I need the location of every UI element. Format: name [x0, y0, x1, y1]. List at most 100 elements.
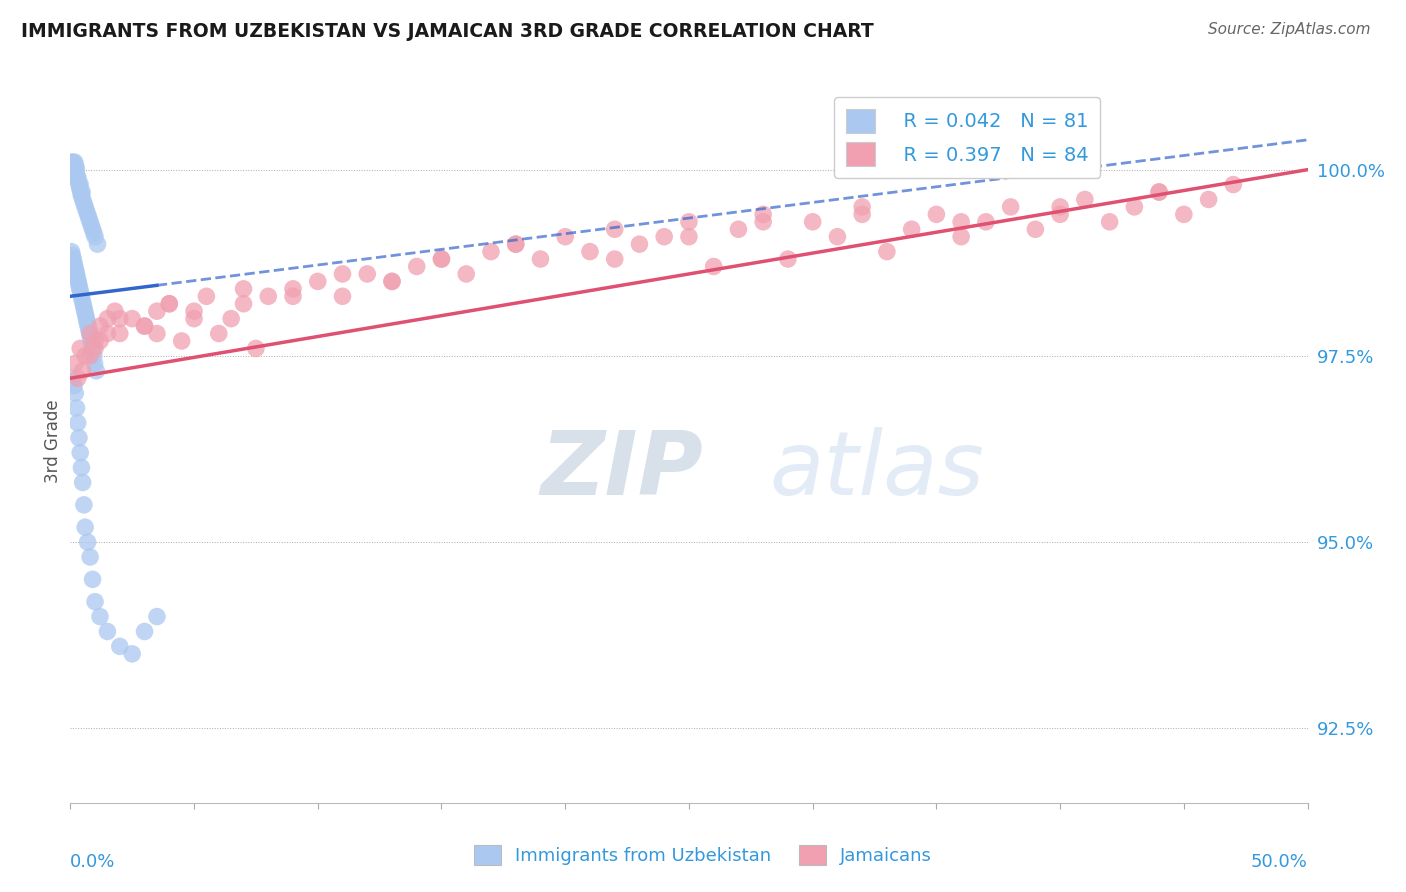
- Point: [75, 203, 97, 218]
- Point: [75, 349, 97, 363]
- Point: [60, 162, 83, 177]
- Point: [60, 155, 83, 169]
- Point: [84, 364, 107, 378]
- Point: [67, 274, 90, 288]
- Point: [83, 226, 105, 240]
- Point: [79, 330, 101, 344]
- Point: [183, 304, 205, 318]
- Point: [1123, 200, 1146, 214]
- Point: [851, 200, 873, 214]
- Point: [134, 319, 156, 334]
- Point: [245, 342, 267, 356]
- Point: [579, 244, 602, 259]
- Point: [75, 311, 97, 326]
- Point: [1074, 193, 1097, 207]
- Point: [678, 229, 700, 244]
- Point: [96, 624, 118, 639]
- Point: [89, 609, 111, 624]
- Point: [851, 207, 873, 221]
- Point: [356, 267, 378, 281]
- Point: [67, 174, 90, 188]
- Point: [65, 267, 87, 281]
- Point: [66, 170, 89, 185]
- Point: [332, 267, 354, 281]
- Point: [63, 378, 86, 392]
- Point: [1000, 200, 1022, 214]
- Point: [104, 304, 127, 318]
- Point: [950, 215, 973, 229]
- Y-axis label: 3rd Grade: 3rd Grade: [44, 400, 62, 483]
- Point: [603, 252, 626, 266]
- Text: IMMIGRANTS FROM UZBEKISTAN VS JAMAICAN 3RD GRADE CORRELATION CHART: IMMIGRANTS FROM UZBEKISTAN VS JAMAICAN 3…: [21, 22, 875, 41]
- Point: [108, 326, 131, 341]
- Point: [65, 263, 87, 277]
- Point: [405, 260, 427, 274]
- Point: [75, 308, 97, 322]
- Point: [752, 207, 775, 221]
- Point: [1147, 185, 1170, 199]
- Point: [76, 535, 98, 549]
- Point: [79, 326, 101, 341]
- Point: [76, 207, 98, 221]
- Point: [1024, 222, 1046, 236]
- Point: [63, 260, 86, 274]
- Point: [628, 237, 651, 252]
- Point: [75, 520, 97, 534]
- Point: [66, 416, 89, 430]
- Point: [1222, 178, 1244, 192]
- Point: [430, 252, 453, 266]
- Point: [65, 386, 87, 401]
- Point: [505, 237, 527, 252]
- Point: [67, 178, 90, 192]
- Point: [479, 244, 502, 259]
- Point: [727, 222, 749, 236]
- Point: [70, 188, 93, 202]
- Point: [89, 319, 111, 334]
- Point: [86, 237, 108, 252]
- Point: [84, 595, 107, 609]
- Point: [195, 289, 218, 303]
- Legend: Immigrants from Uzbekistan, Jamaicans: Immigrants from Uzbekistan, Jamaicans: [467, 838, 939, 872]
- Point: [146, 304, 169, 318]
- Point: [603, 222, 626, 236]
- Point: [67, 278, 90, 293]
- Point: [1147, 185, 1170, 199]
- Point: [134, 624, 156, 639]
- Point: [62, 371, 84, 385]
- Point: [219, 311, 242, 326]
- Point: [65, 401, 87, 415]
- Point: [1198, 193, 1220, 207]
- Point: [82, 222, 104, 236]
- Point: [65, 166, 87, 180]
- Point: [974, 215, 997, 229]
- Point: [69, 185, 91, 199]
- Point: [69, 446, 91, 460]
- Point: [121, 311, 143, 326]
- Point: [77, 211, 100, 225]
- Point: [900, 222, 922, 236]
- Point: [79, 549, 101, 564]
- Point: [170, 334, 193, 348]
- Point: [72, 364, 94, 378]
- Point: [157, 297, 180, 311]
- Point: [96, 311, 118, 326]
- Point: [80, 334, 103, 348]
- Point: [89, 334, 111, 348]
- Point: [65, 356, 87, 370]
- Point: [63, 256, 86, 270]
- Legend:   R = 0.042   N = 81,   R = 0.397   N = 84: R = 0.042 N = 81, R = 0.397 N = 84: [834, 97, 1099, 178]
- Point: [82, 572, 104, 586]
- Point: [752, 215, 775, 229]
- Point: [257, 289, 280, 303]
- Point: [554, 229, 576, 244]
- Point: [73, 498, 96, 512]
- Point: [134, 319, 156, 334]
- Point: [96, 326, 118, 341]
- Text: 50.0%: 50.0%: [1251, 854, 1308, 871]
- Point: [84, 229, 107, 244]
- Point: [69, 178, 91, 192]
- Point: [146, 609, 169, 624]
- Point: [80, 337, 103, 351]
- Point: [66, 371, 89, 385]
- Point: [70, 185, 93, 199]
